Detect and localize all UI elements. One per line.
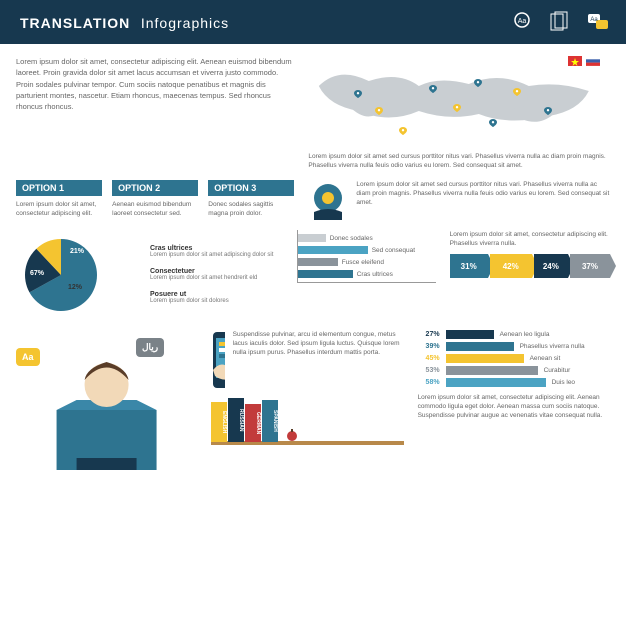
donut-pct: 12%	[68, 284, 82, 291]
page-title: TRANSLATION Infographics	[16, 11, 229, 34]
side-text: Lorem ipsum dolor sit amet sed cursus po…	[356, 180, 610, 207]
translator-illustration: Aa ريال	[16, 330, 197, 500]
documents-icon	[548, 10, 572, 34]
apple-icon	[285, 428, 299, 442]
phone-caption: Suspendisse pulvinar, arcu id elementum …	[233, 330, 404, 390]
donut-callout: ConsectetuerLorem ipsum dolor sit amet h…	[150, 268, 273, 283]
hbar-chart-2: 27%Aenean leo ligula 39%Phasellus viverra…	[418, 330, 610, 500]
map-pin-icon	[354, 90, 362, 98]
hbar-row: Donec sodales	[298, 234, 436, 242]
phone-section: Suspendisse pulvinar, arcu id elementum …	[211, 330, 403, 500]
phone-icon	[211, 330, 225, 390]
map-pin-icon	[429, 85, 437, 93]
hbar2-row: 53%Curabitur	[418, 366, 610, 375]
hbar-row: Fusce eleifend	[298, 258, 436, 266]
book-spine: RUSSIAN	[228, 398, 244, 442]
hbar2-row: 45%Aenean sit	[418, 354, 610, 363]
intro-text: Lorem ipsum dolor sit amet, consectetur …	[16, 56, 294, 170]
donut-pct: 21%	[70, 248, 84, 255]
hbar2-row: 58%Duis leo	[418, 378, 610, 387]
donut-chart-section: 67% 21% 12% Cras ultricesLorem ipsum dol…	[16, 230, 283, 320]
hbar-row: Cras ultrices	[298, 270, 436, 278]
flag-icon	[568, 56, 582, 66]
map-caption: Lorem ipsum dolor sit amet sed cursus po…	[308, 152, 610, 170]
arrow-stat: 37%	[570, 254, 610, 278]
head-gear-icon	[308, 180, 348, 220]
book-spine: GERMAN	[245, 404, 261, 442]
option-1: OPTION 1Lorem ipsum dolor sit amet, cons…	[16, 180, 102, 220]
donut-callout: Cras ultricesLorem ipsum dolor sit amet …	[150, 245, 273, 260]
flag-icon	[586, 56, 600, 66]
header-bar: TRANSLATION Infographics Aa Aa	[0, 0, 626, 44]
book-spine: SPANISH	[262, 400, 278, 442]
hbar2-row: 39%Phasellus viverra nulla	[418, 342, 610, 351]
donut-callout: Posuere utLorem ipsum dolor sit dolores	[150, 291, 273, 306]
hbar-chart-1: Donec sodales Sed consequat Fusce eleifend…	[297, 230, 436, 320]
map-pin-icon	[375, 107, 383, 115]
arrow-stat: 42%	[490, 254, 532, 278]
speech-bubble: ريال	[136, 338, 164, 357]
option-2: OPTION 2Aenean euismod bibendum laoreet …	[112, 180, 198, 220]
map-flags	[568, 56, 600, 66]
option-3: OPTION 3Donec sodales sagittis magna pro…	[208, 180, 294, 220]
world-map: Lorem ipsum dolor sit amet sed cursus po…	[308, 56, 610, 170]
map-pin-icon	[474, 79, 482, 87]
arrow-stat: 24%	[534, 254, 568, 278]
arrow-chart: Lorem ipsum dolor sit amet, consectetur …	[450, 230, 610, 320]
donut-legend: Cras ultricesLorem ipsum dolor sit amet …	[150, 245, 273, 305]
header-icons: Aa Aa	[510, 10, 610, 34]
books-row: ENGLISHRUSSIANGERMANSPANISH	[211, 398, 403, 442]
options-row: OPTION 1Lorem ipsum dolor sit amet, cons…	[16, 180, 294, 220]
hbar2-row: 27%Aenean leo ligula	[418, 330, 610, 339]
head-aa-icon: Aa	[510, 10, 534, 34]
donut-pct: 67%	[30, 270, 44, 277]
chat-translate-icon: Aa	[586, 10, 610, 34]
speech-bubble: Aa	[16, 348, 40, 366]
map-pin-icon	[453, 104, 461, 112]
book-spine: ENGLISH	[211, 402, 227, 442]
svg-text:Aa: Aa	[518, 18, 527, 25]
map-pin-icon	[489, 119, 497, 127]
footer-text: Lorem ipsum dolor sit amet, consectetur …	[418, 393, 610, 420]
map-pin-icon	[544, 107, 552, 115]
hbar-row: Sed consequat	[298, 246, 436, 254]
map-pin-icon	[399, 127, 407, 135]
arrow-stat: 31%	[450, 254, 488, 278]
map-pin-icon	[513, 88, 521, 96]
arrows-caption: Lorem ipsum dolor sit amet, consectetur …	[450, 230, 610, 248]
svg-text:Aa: Aa	[590, 17, 598, 23]
